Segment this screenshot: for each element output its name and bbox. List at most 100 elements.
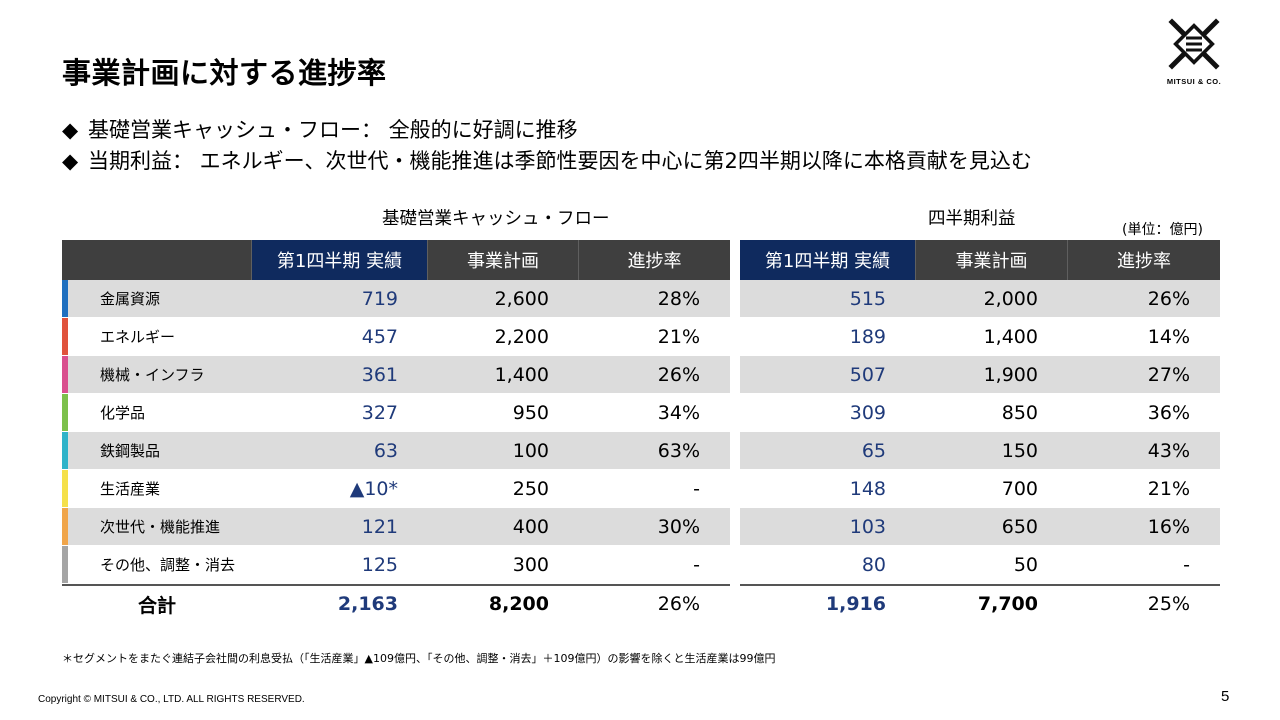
table-row: 507 1,900 27% bbox=[740, 356, 1220, 394]
table-row: 65 150 43% bbox=[740, 432, 1220, 470]
cf-plan: 100 bbox=[512, 439, 549, 462]
table-row: エネルギー 457 2,200 21% bbox=[62, 318, 730, 356]
segment-color-bar bbox=[62, 546, 68, 583]
cf-plan: 2,600 bbox=[494, 287, 549, 310]
cf-plan: 1,400 bbox=[494, 363, 549, 386]
cf-actual: 327 bbox=[361, 401, 398, 424]
segment-color-bar bbox=[62, 394, 68, 431]
cf-progress: 21% bbox=[657, 325, 700, 348]
bullet-profit: ◆ 当期利益： エネルギー、次世代・機能推進は季節性要因を中心に第2四半期以降に本… bbox=[62, 146, 1032, 177]
cf-progress: - bbox=[693, 553, 700, 576]
cf-actual: 457 bbox=[361, 325, 398, 348]
table-row: 80 50 - bbox=[740, 546, 1220, 584]
segment-label: 生活産業 bbox=[62, 470, 252, 507]
table-row: 機械・インフラ 361 1,400 26% bbox=[62, 356, 730, 394]
copyright: Copyright © MITSUI & CO., LTD. ALL RIGHT… bbox=[38, 694, 305, 705]
header-plan: 事業計画 bbox=[428, 240, 579, 280]
segment-color-bar bbox=[62, 470, 68, 507]
segment-label: 機械・インフラ bbox=[62, 356, 252, 393]
total-cf-plan: 8,200 bbox=[488, 593, 549, 615]
cf-plan: 950 bbox=[512, 401, 549, 424]
cf-progress: 63% bbox=[657, 439, 700, 462]
summary-bullets: ◆ 基礎営業キャッシュ・フロー： 全般的に好調に推移 ◆ 当期利益： エネルギー、次… bbox=[62, 115, 1032, 177]
bullet-text: 当期利益： エネルギー、次世代・機能推進は季節性要因を中心に第2四半期以降に本格… bbox=[88, 149, 1032, 173]
cash-flow-table: 第1四半期 実績 事業計画 進捗率 金属資源 719 2,600 28% エネルギー 45… bbox=[62, 240, 730, 622]
pl-plan: 1,400 bbox=[983, 325, 1038, 348]
segment-name: エネルギー bbox=[100, 328, 176, 346]
total-pl-actual: 1,916 bbox=[825, 593, 886, 615]
header-plan: 事業計画 bbox=[916, 240, 1068, 280]
cf-progress: - bbox=[693, 477, 700, 500]
segment-label: エネルギー bbox=[62, 318, 252, 355]
table-header: 第1四半期 実績 事業計画 進捗率 bbox=[62, 240, 730, 280]
page-number: 5 bbox=[1221, 688, 1230, 705]
segment-name: 鉄鋼製品 bbox=[100, 442, 161, 460]
table-row: その他、調整・消去 125 300 - bbox=[62, 546, 730, 584]
cf-actual: 63 bbox=[373, 439, 398, 462]
segment-label: 化学品 bbox=[62, 394, 252, 431]
cf-plan: 2,200 bbox=[494, 325, 549, 348]
pl-plan: 150 bbox=[1001, 439, 1038, 462]
profit-table: 第1四半期 実績 事業計画 進捗率 515 2,000 26% 189 1,400 14%… bbox=[740, 240, 1220, 622]
pl-progress: 27% bbox=[1147, 363, 1190, 386]
cf-plan: 400 bbox=[512, 515, 549, 538]
pl-progress: - bbox=[1183, 553, 1190, 576]
page-title: 事業計画に対する進捗率 bbox=[62, 56, 387, 90]
pl-plan: 850 bbox=[1001, 401, 1038, 424]
pl-actual: 103 bbox=[849, 515, 886, 538]
table-row: 148 700 21% bbox=[740, 470, 1220, 508]
segment-color-bar bbox=[62, 432, 68, 469]
pl-progress: 26% bbox=[1147, 287, 1190, 310]
segment-label: 金属資源 bbox=[62, 280, 252, 317]
cf-actual: 121 bbox=[361, 515, 398, 538]
segment-name: 次世代・機能推進 bbox=[100, 518, 221, 536]
table-header: 第1四半期 実績 事業計画 進捗率 bbox=[740, 240, 1220, 280]
bullet-text: 基礎営業キャッシュ・フロー： 全般的に好調に推移 bbox=[88, 118, 578, 142]
cf-progress: 28% bbox=[657, 287, 700, 310]
segment-color-bar bbox=[62, 356, 68, 393]
table-row: 515 2,000 26% bbox=[740, 280, 1220, 318]
cf-actual: 125 bbox=[361, 553, 398, 576]
header-progress: 進捗率 bbox=[1117, 251, 1171, 272]
segment-label: 鉄鋼製品 bbox=[62, 432, 252, 469]
table-row: 鉄鋼製品 63 100 63% bbox=[62, 432, 730, 470]
pl-actual: 309 bbox=[849, 401, 886, 424]
header-progress: 進捗率 bbox=[627, 251, 682, 272]
total-pl-plan: 7,700 bbox=[977, 593, 1038, 615]
total-cf-actual: 2,163 bbox=[337, 593, 398, 615]
pl-actual: 515 bbox=[849, 287, 886, 310]
cf-actual: 719 bbox=[361, 287, 398, 310]
company-logo: MITSUI & CO. bbox=[1158, 14, 1230, 86]
segment-name: その他、調整・消去 bbox=[100, 556, 236, 574]
pl-plan: 1,900 bbox=[983, 363, 1038, 386]
segment-name: 金属資源 bbox=[100, 290, 161, 308]
cf-plan: 300 bbox=[512, 553, 549, 576]
total-row: 合計 2,163 8,200 26% bbox=[62, 584, 730, 622]
table-row: 生活産業 ▲10* 250 - bbox=[62, 470, 730, 508]
pl-progress: 14% bbox=[1147, 325, 1190, 348]
segment-header bbox=[62, 240, 252, 280]
pl-actual: 148 bbox=[849, 477, 886, 500]
cf-progress: 26% bbox=[657, 363, 700, 386]
cf-section-title: 基礎営業キャッシュ・フロー bbox=[382, 209, 610, 229]
mitsui-logo-icon bbox=[1168, 18, 1220, 70]
pl-plan: 700 bbox=[1001, 477, 1038, 500]
pl-plan: 2,000 bbox=[983, 287, 1038, 310]
bullet-cash-flow: ◆ 基礎営業キャッシュ・フロー： 全般的に好調に推移 bbox=[62, 115, 1032, 146]
segment-label: 次世代・機能推進 bbox=[62, 508, 252, 545]
segment-name: 生活産業 bbox=[100, 480, 161, 498]
cf-progress: 34% bbox=[657, 401, 700, 424]
pl-progress: 21% bbox=[1147, 477, 1190, 500]
pl-progress: 36% bbox=[1147, 401, 1190, 424]
total-cf-progress: 26% bbox=[657, 593, 700, 615]
unit-label: (単位：億円) bbox=[1122, 222, 1203, 238]
pl-section-title: 四半期利益 bbox=[928, 209, 1016, 229]
table-row: 化学品 327 950 34% bbox=[62, 394, 730, 432]
pl-actual: 507 bbox=[849, 363, 886, 386]
footnote: ＊セグメントをまたぐ連結子会社間の利息受払（「生活産業」▲109億円、「その他、… bbox=[62, 652, 776, 665]
pl-plan: 650 bbox=[1001, 515, 1038, 538]
total-label: 合計 bbox=[137, 594, 176, 617]
table-row: 次世代・機能推進 121 400 30% bbox=[62, 508, 730, 546]
logo-text: MITSUI & CO. bbox=[1166, 77, 1222, 86]
segment-name: 化学品 bbox=[100, 404, 146, 422]
